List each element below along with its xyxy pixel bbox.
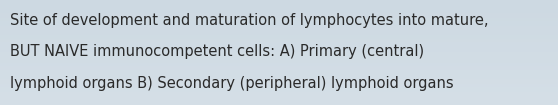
Text: BUT NAIVE immunocompetent cells: A) Primary (central): BUT NAIVE immunocompetent cells: A) Prim… [10, 44, 424, 59]
Text: Site of development and maturation of lymphocytes into mature,: Site of development and maturation of ly… [10, 13, 489, 28]
Text: lymphoid organs B) Secondary (peripheral) lymphoid organs: lymphoid organs B) Secondary (peripheral… [10, 76, 454, 91]
